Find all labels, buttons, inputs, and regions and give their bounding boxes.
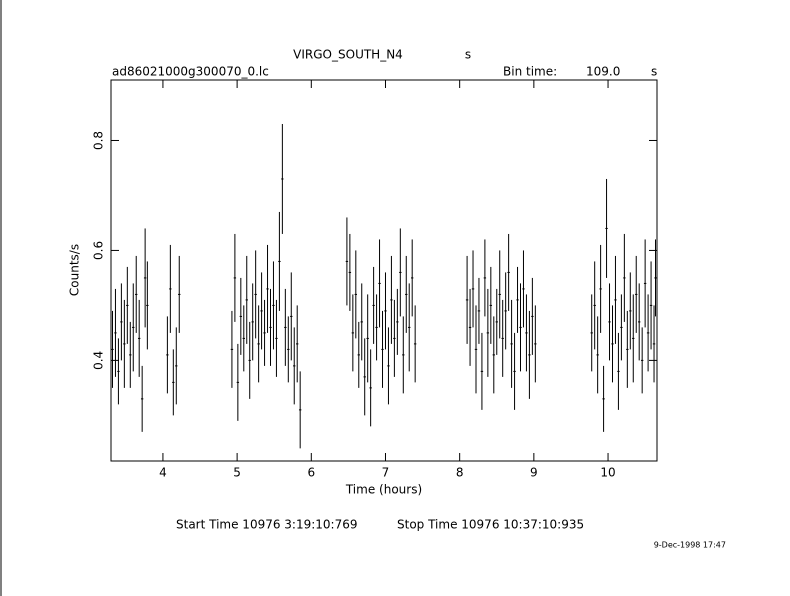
x-tick-label: 4 bbox=[159, 466, 167, 480]
stop-time: Stop Time 10976 10:37:10:935 bbox=[397, 518, 584, 532]
title-unit: s bbox=[465, 48, 471, 62]
file-label: ad86021000g300070_0.lc bbox=[112, 65, 269, 79]
x-axis-label: Time (hours) bbox=[345, 483, 422, 497]
x-tick-label: 9 bbox=[530, 466, 538, 480]
y-tick-label: 0.6 bbox=[92, 241, 106, 260]
chart-title: VIRGO_SOUTH_N4 bbox=[293, 48, 403, 62]
y-axis-label: Counts/s bbox=[68, 244, 82, 296]
y-tick-label: 0.8 bbox=[92, 131, 106, 150]
date-stamp: 9-Dec-1998 17:47 bbox=[654, 541, 726, 550]
x-tick-label: 5 bbox=[233, 466, 241, 480]
x-tick-label: 10 bbox=[600, 466, 615, 480]
bin-unit: s bbox=[651, 65, 657, 79]
bin-label: Bin time: bbox=[503, 65, 557, 79]
start-time: Start Time 10976 3:19:10:769 bbox=[176, 518, 358, 532]
plot-frame bbox=[110, 79, 658, 462]
x-tick-label: 8 bbox=[456, 466, 464, 480]
x-tick-label: 7 bbox=[382, 466, 390, 480]
x-tick-label: 6 bbox=[307, 466, 315, 480]
y-tick-label: 0.4 bbox=[92, 351, 106, 370]
bin-value: 109.0 bbox=[586, 65, 620, 79]
